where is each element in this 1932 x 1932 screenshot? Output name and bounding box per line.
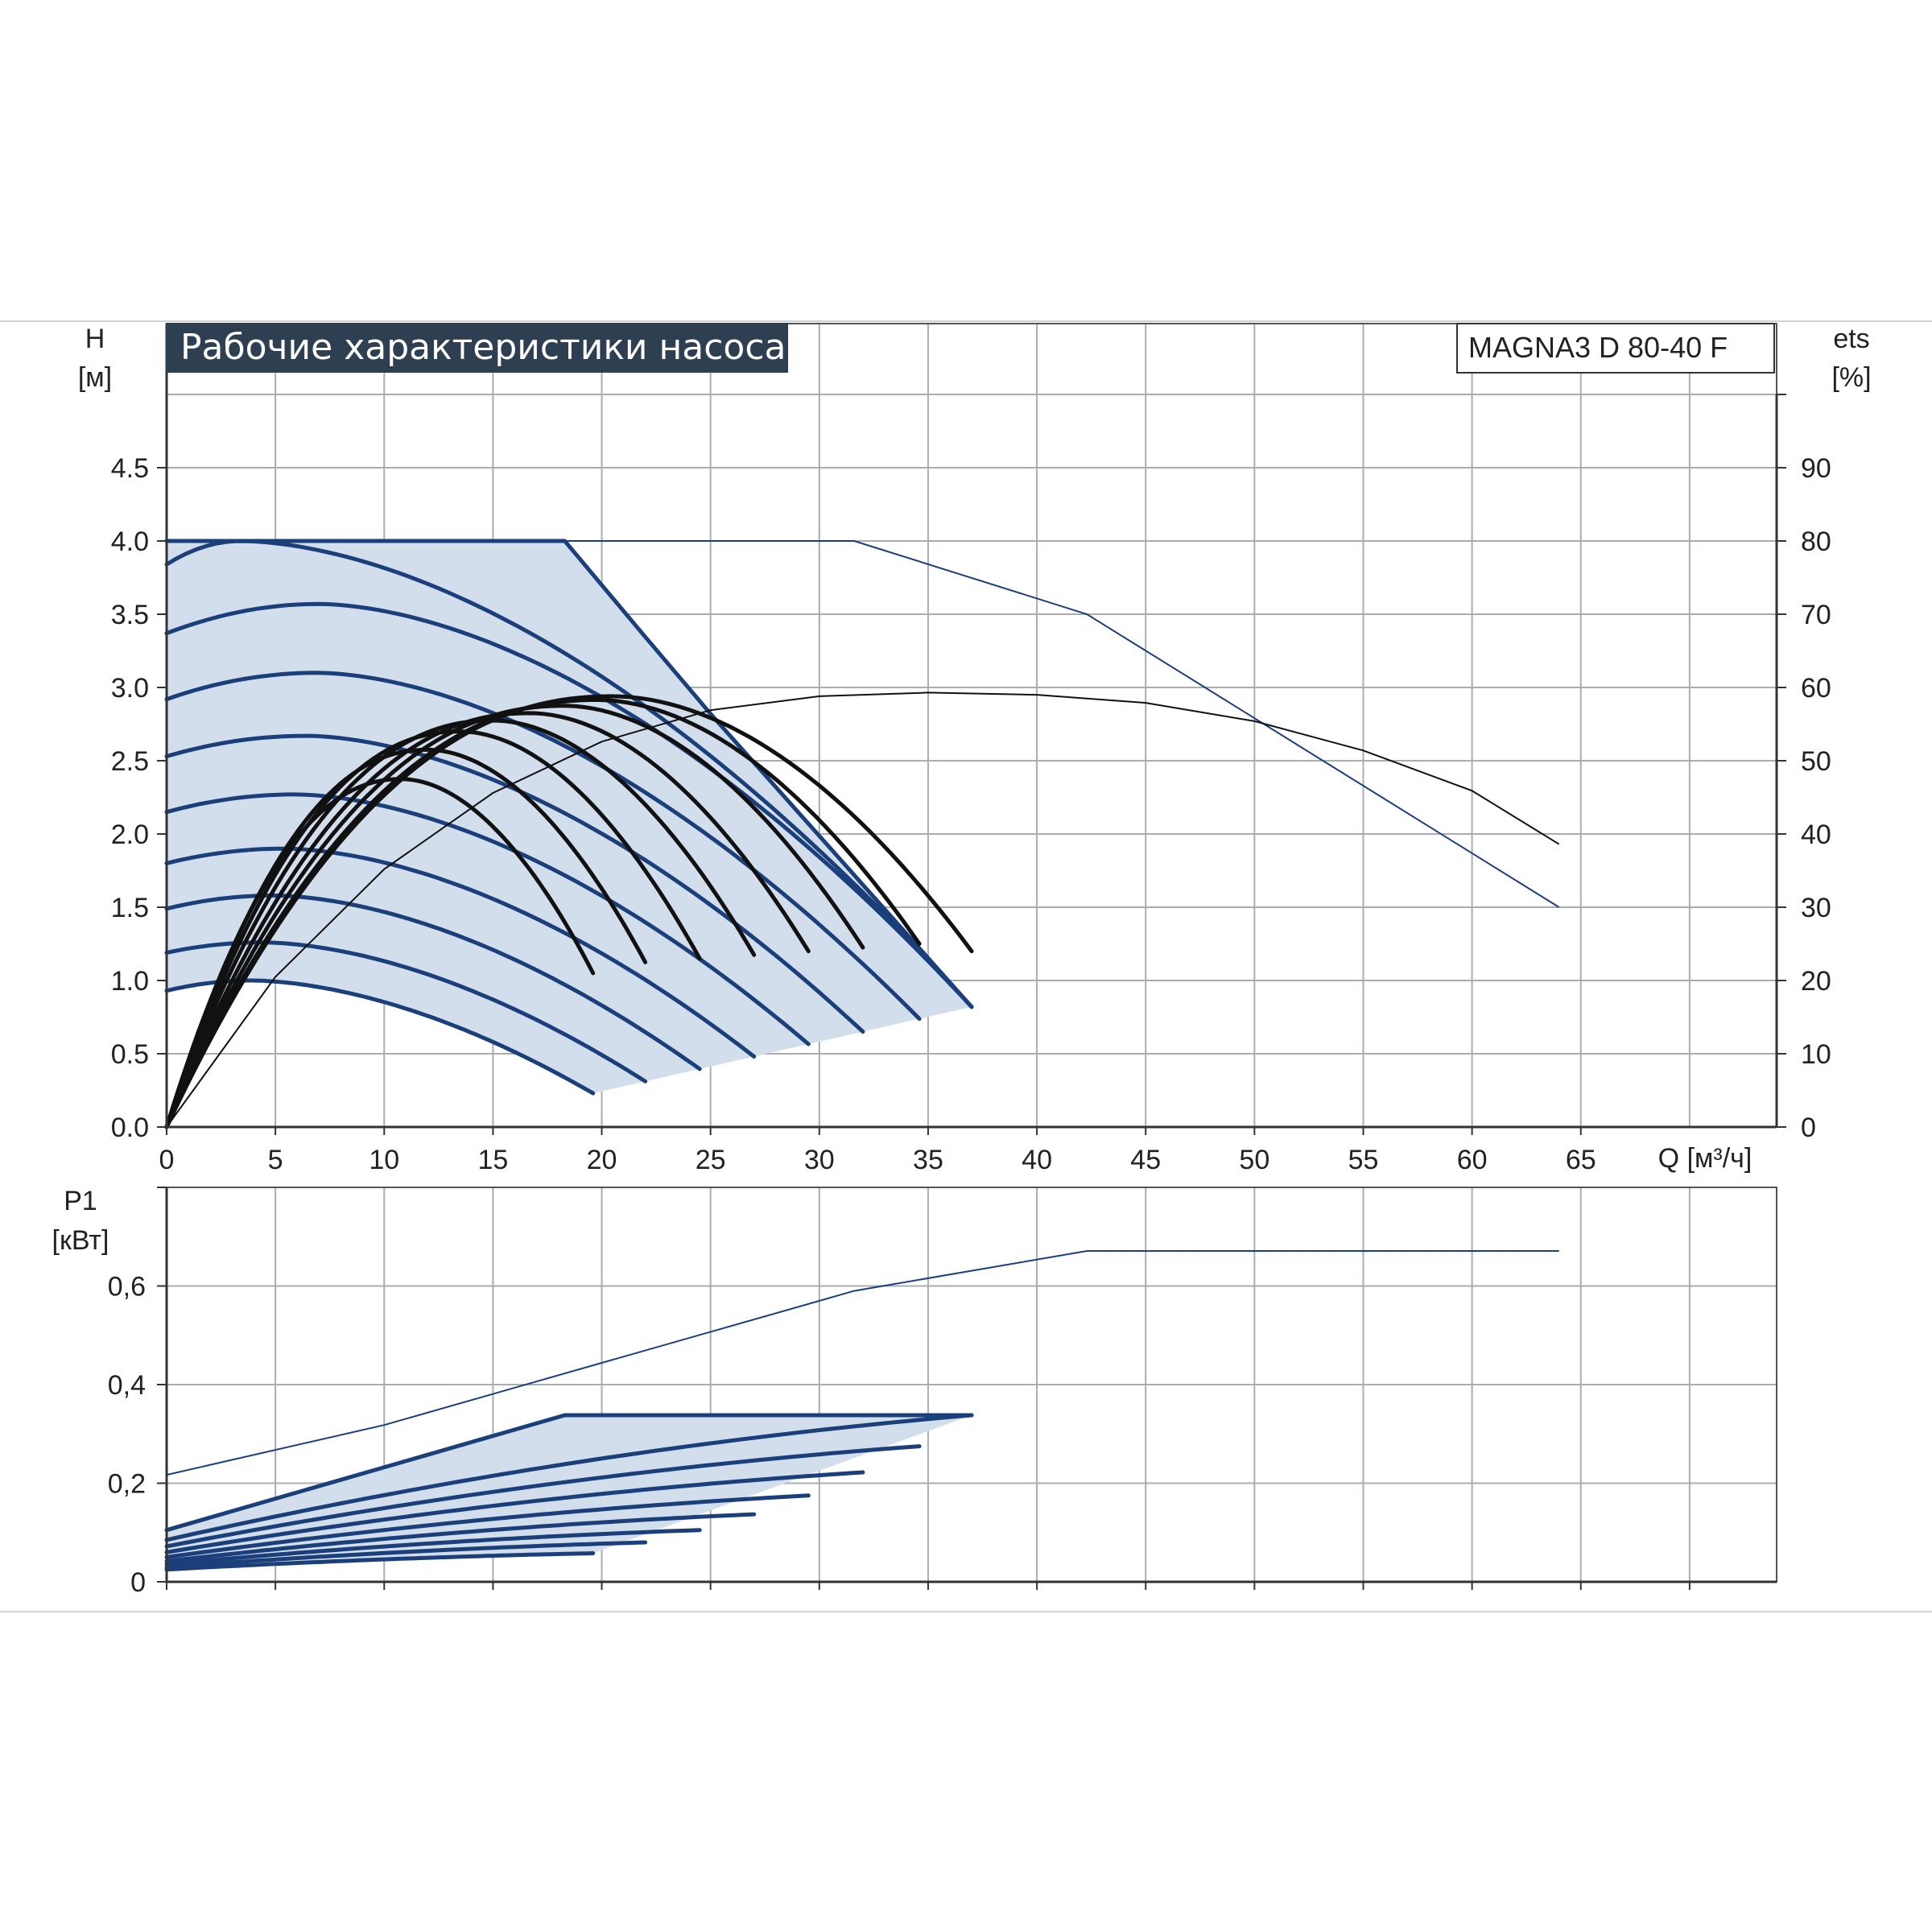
power-axis-unit: [кВт] [52, 1225, 109, 1256]
x-tick-label: 35 [913, 1145, 943, 1175]
y-tick-label: 0.0 [111, 1113, 149, 1143]
y2-tick-label: 0 [1801, 1113, 1816, 1143]
power-curve-4 [164, 1512, 757, 1563]
power-curve-2 [164, 1540, 648, 1570]
speed-curve-7 [164, 671, 922, 1022]
efficiency-curve-8 [164, 694, 974, 1129]
y2-tick-label: 90 [1801, 453, 1831, 484]
y2-tick-label: 20 [1801, 966, 1831, 997]
power-curve-3 [164, 1528, 702, 1567]
y-tick-label: 1.5 [111, 893, 149, 923]
x-tick-label: 15 [477, 1145, 508, 1175]
y-tick-label: 2.5 [111, 746, 149, 777]
head-curves [164, 539, 1560, 1096]
power-tick-label: 0,2 [108, 1469, 146, 1500]
max-head-curve [167, 540, 1560, 908]
power-curve-1 [164, 1551, 596, 1572]
y2-tick-label: 40 [1801, 819, 1831, 850]
y-tick-label: 4.0 [111, 526, 149, 557]
head-plot-axes: 0.0 0.5 1.0 1.5 2.0 2.5 3.0 3.5 4.0 4.5 0 10 20 30 40 5… [111, 324, 1831, 1175]
power-tick-label: 0,6 [108, 1272, 146, 1302]
y-tick-label: 2.0 [111, 819, 149, 850]
power-curve-6 [164, 1470, 865, 1554]
x-tick-label: 65 [1566, 1145, 1596, 1175]
y2-tick-label: 50 [1801, 746, 1831, 777]
head-axis-label: H [85, 324, 105, 354]
x-tick-label: 55 [1348, 1145, 1379, 1175]
y2-tick-label: 10 [1801, 1039, 1831, 1070]
speed-curve-5 [164, 792, 811, 1046]
y2-tick-label: 80 [1801, 526, 1831, 557]
y-tick-label: 0.5 [111, 1039, 149, 1070]
x-tick-label: 5 [268, 1145, 283, 1175]
power-limit-curve [164, 1413, 974, 1533]
model-label: MAGNA3 D 80-40 F [1468, 331, 1728, 364]
speed-curve-4 [164, 846, 757, 1059]
x-tick-label: 40 [1022, 1145, 1052, 1175]
speed-curve-3 [164, 893, 702, 1071]
y-tick-label: 3.5 [111, 600, 149, 630]
head-axis-unit: [м] [78, 362, 112, 393]
efficiency-axis-label: ets [1833, 324, 1869, 354]
power-curve-5 [164, 1493, 811, 1559]
speed-curve-9 [164, 539, 974, 1009]
power-curves [164, 1250, 1559, 1572]
title-box [166, 323, 788, 373]
x-tick-label: 25 [696, 1145, 726, 1175]
y2-tick-label: 30 [1801, 893, 1831, 923]
x-tick-label: 10 [369, 1145, 399, 1175]
y-tick-label: 1.0 [111, 966, 149, 997]
efficiency-curves [164, 691, 1560, 1129]
chart-title: Рабочие характеристики насоса [180, 327, 786, 368]
model-label-box [1456, 323, 1775, 374]
y-tick-label: 3.0 [111, 673, 149, 704]
max-power-curve [166, 1250, 1559, 1476]
y2-tick-label: 70 [1801, 600, 1831, 630]
power-tick-label: 0,4 [108, 1370, 146, 1401]
power-tick-label: 0 [130, 1567, 146, 1598]
x-tick-label: 0 [159, 1145, 175, 1175]
x-tick-label: 30 [804, 1145, 835, 1175]
max-efficiency-curve [166, 691, 1560, 1128]
power-plot-axes: 0 0,2 0,4 0,6 [108, 1187, 1777, 1598]
y2-tick-label: 60 [1801, 673, 1831, 704]
x-tick-label: 60 [1457, 1145, 1488, 1175]
x-tick-label: 20 [587, 1145, 617, 1175]
x-tick-label: 45 [1130, 1145, 1161, 1175]
x-tick-label: 50 [1239, 1145, 1269, 1175]
speed-curve-8 [164, 601, 974, 1009]
y-tick-label: 4.5 [111, 453, 149, 484]
power-curve-7 [164, 1444, 922, 1549]
power-curve-8 [164, 1413, 974, 1542]
efficiency-axis-unit: [%] [1831, 362, 1871, 393]
power-axis-label: P1 [64, 1186, 97, 1216]
flow-axis-label: Q [м³/ч] [1658, 1143, 1752, 1174]
